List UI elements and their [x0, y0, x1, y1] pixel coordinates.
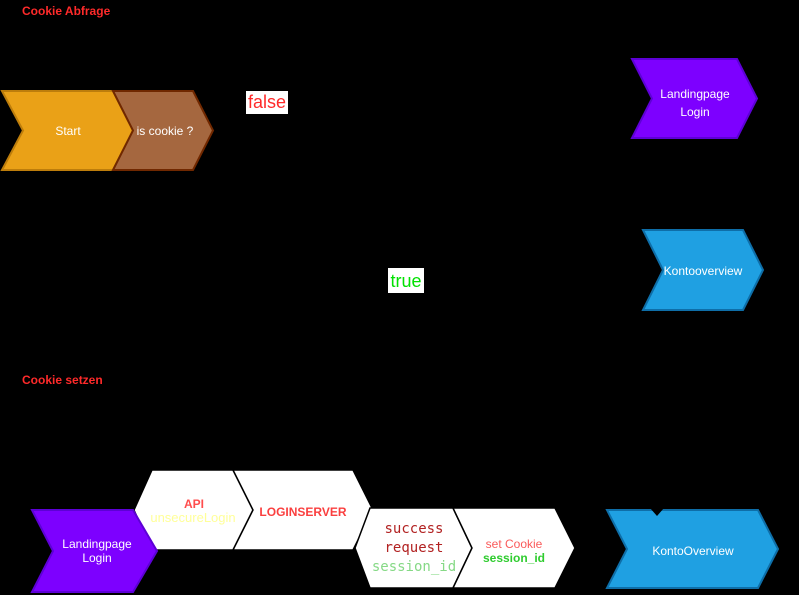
node-is-cookie-label: is cookie ?: [137, 124, 194, 138]
node-set-cookie[interactable]: [451, 507, 576, 589]
node-loginserver-label: LOGINSERVER: [259, 505, 346, 519]
node-landingpage-login-bottom[interactable]: [30, 509, 159, 593]
edge-label-true: true: [390, 271, 421, 291]
node-start-label: Start: [55, 124, 81, 138]
node-kontooverview-top[interactable]: [641, 229, 765, 311]
node-success-label-line3: session_id: [372, 559, 456, 575]
node-kontooverview-top-label: Kontooverview: [664, 264, 743, 278]
node-landingpage-login-top-label-line1: Landingpage: [660, 87, 730, 101]
node-loginserver[interactable]: [231, 469, 374, 551]
section-title-cookie-abfrage: Cookie Abfrage: [22, 4, 111, 18]
node-landingpage-login-top[interactable]: [630, 58, 759, 139]
edge-label-false: false: [248, 92, 286, 112]
node-api-label: API: [184, 497, 204, 511]
edge-label-false-chip: [246, 91, 288, 114]
node-success-label-line2: request: [384, 540, 443, 556]
node-kontooverview-bottom-label: KontoOverview: [652, 544, 734, 558]
section-title-cookie-setzen: Cookie setzen: [22, 373, 103, 387]
node-unsecurelogin-label: unsecureLogin: [150, 510, 235, 525]
node-landingpage-login-bottom-label-line2: Login: [82, 551, 111, 565]
node-set-cookie-label-line2: session_id: [483, 551, 545, 565]
node-set-cookie-label-line1: set Cookie: [486, 537, 543, 551]
node-success-label-line1: success: [384, 521, 443, 537]
connector-arrowhead-artifact: [650, 508, 664, 516]
node-kontooverview-bottom[interactable]: [605, 509, 780, 589]
node-landingpage-login-bottom-label-line1: Landingpage: [62, 537, 132, 551]
edge-label-true-chip: [388, 268, 424, 293]
node-landingpage-login-top-label-line2: Login: [680, 105, 709, 119]
node-is-cookie[interactable]: [111, 90, 215, 171]
